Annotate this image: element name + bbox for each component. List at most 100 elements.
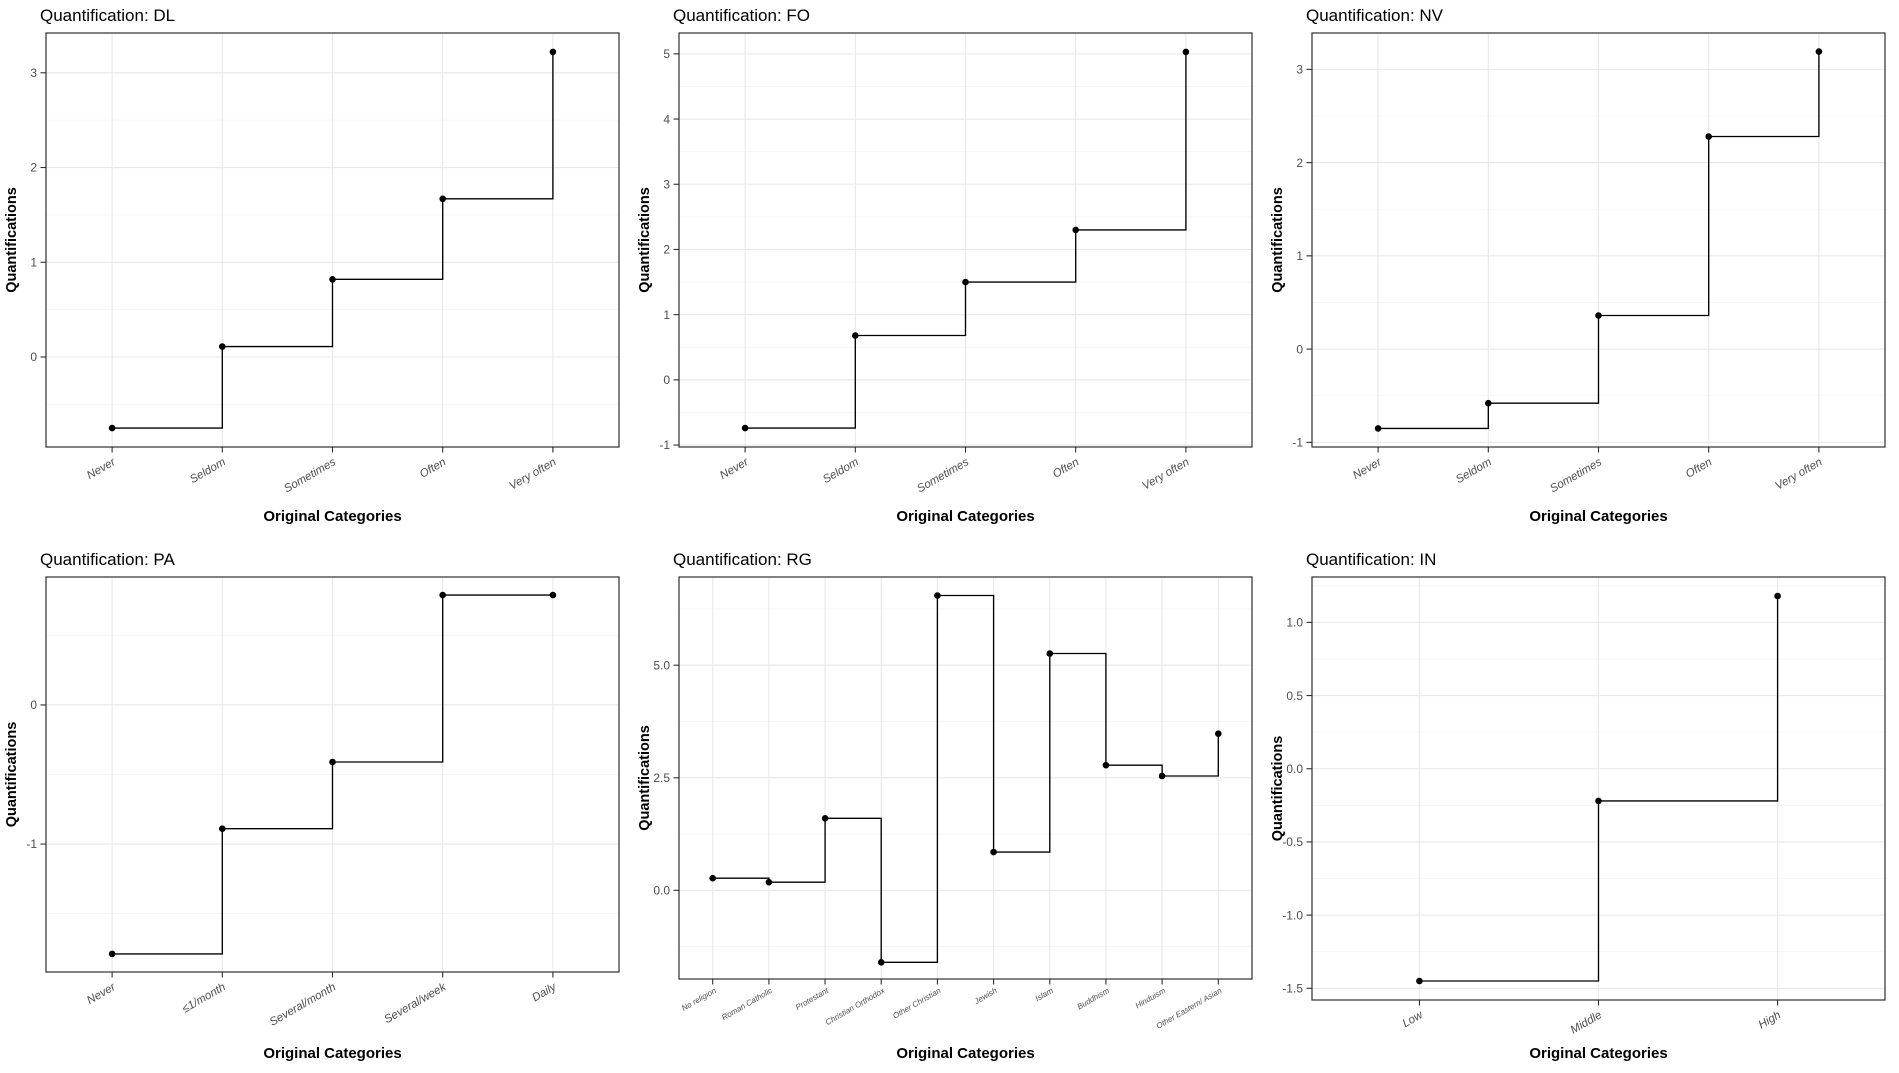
panel-cell-nv: -1 0 1 2 3 Never Seldom Sometimes Often Very ofte… (1266, 0, 1899, 536)
y-tick-label: 0.0 (653, 884, 670, 898)
quantification-chart-in: -1.5 -1.0 -0.5 0.0 0.5 1.0 Low Middle High Quanti… (1270, 550, 1886, 1062)
x-tick-label: Other Christian (891, 986, 943, 1021)
y-tick-label: 3 (1296, 63, 1303, 77)
y-tick-label: -0.5 (1282, 835, 1303, 849)
x-axis-title: Original Categories (263, 1045, 401, 1062)
x-tick-label: Seldom (821, 456, 861, 486)
data-points (1416, 592, 1781, 985)
y-tick-label: 1 (663, 308, 670, 322)
data-point (1774, 592, 1781, 600)
gridlines (1312, 577, 1885, 1000)
data-point (1705, 133, 1712, 140)
x-tick-label: Sometimes (1548, 456, 1604, 495)
y-axis-title: Quantifications (4, 187, 20, 293)
y-axis-title: Quantifications (1270, 187, 1286, 293)
data-point (1416, 977, 1423, 985)
x-tick-label: Several/week (382, 981, 449, 1027)
panel-title: Quantification: NV (1306, 6, 1444, 25)
y-tick-label: 2 (663, 243, 670, 257)
quantification-chart-fo: -1 0 1 2 3 4 5 Never Seldom Sometimes Often Very of… (637, 6, 1253, 525)
x-axis-title: Original Categories (896, 1045, 1034, 1062)
x-tick-label: Never (718, 456, 752, 482)
data-point (549, 48, 557, 56)
y-tick-label: -1.0 (1282, 908, 1303, 922)
y-axis-title: Quantifications (637, 725, 653, 831)
data-point (852, 332, 859, 339)
y-tick-label: 3 (663, 177, 670, 191)
quantification-chart-nv: -1 0 1 2 3 Never Seldom Sometimes Often Very ofte… (1270, 6, 1886, 525)
gridlines (679, 33, 1252, 447)
data-point (1374, 425, 1382, 432)
data-points (741, 48, 1190, 432)
y-tick-label: 3 (30, 66, 37, 80)
data-point (962, 278, 969, 286)
panel-cell-fo: -1 0 1 2 3 4 5 Never Seldom Sometimes Often Very of… (633, 0, 1266, 536)
data-point (108, 424, 116, 432)
quantification-chart-pa: -1 0 Never ≤1/month Several/month Several/wee… (4, 550, 620, 1062)
x-tick-label: Never (85, 456, 119, 482)
x-tick-label: Very often (1773, 456, 1824, 492)
panel-title: Quantification: RG (673, 550, 812, 569)
y-tick-label: 0 (30, 698, 37, 712)
x-tick-label: Several/month (268, 981, 338, 1028)
data-point (1046, 650, 1054, 657)
x-tick-label: High (1757, 1009, 1783, 1031)
data-point (765, 878, 773, 886)
data-point (219, 825, 226, 832)
data-point (709, 874, 716, 882)
x-tick-label: Middle (1569, 1009, 1604, 1036)
data-point (1215, 730, 1222, 737)
x-tick-label: Never (1351, 456, 1385, 482)
y-axis-title: Quantifications (4, 722, 20, 828)
data-point (219, 343, 226, 350)
data-point (1158, 772, 1166, 780)
x-axis-title: Original Categories (263, 508, 401, 525)
data-points (108, 591, 557, 958)
data-point (1595, 797, 1602, 805)
data-point (1485, 399, 1492, 407)
x-axis-title: Original Categories (896, 508, 1034, 525)
panel-cell-dl: 0 1 2 3 Never Seldom Sometimes Often Very often Q… (0, 0, 633, 536)
data-point (439, 591, 447, 599)
y-tick-label: -1 (659, 438, 670, 452)
panel-title: Quantification: IN (1306, 550, 1436, 569)
y-tick-label: 1.0 (1286, 616, 1303, 630)
quantification-chart-rg: 0.0 2.5 5.0 No religion Roman Catholic Protes… (637, 550, 1253, 1062)
x-tick-label: Sometimes (915, 456, 971, 495)
step-line (112, 594, 553, 955)
y-tick-label: 5.0 (653, 658, 670, 672)
panel-title: Quantification: PA (40, 550, 175, 569)
y-tick-label: 0 (1296, 342, 1303, 356)
y-tick-label: 1 (30, 255, 37, 269)
y-tick-label: 0.0 (1286, 762, 1303, 776)
x-tick-label: No religion (680, 986, 718, 1013)
quantification-chart-dl: 0 1 2 3 Never Seldom Sometimes Often Very often Q… (4, 6, 620, 525)
y-tick-label: -1 (1292, 436, 1303, 450)
panel-cell-pa: -1 0 Never ≤1/month Several/month Several/wee… (0, 536, 633, 1073)
x-tick-label: ≤1/month (180, 981, 227, 1015)
x-axis-title: Original Categories (1529, 508, 1667, 525)
y-tick-label: 2.5 (653, 771, 670, 785)
y-tick-label: -1 (26, 837, 37, 851)
y-tick-label: 0.5 (1286, 689, 1303, 703)
y-axis-title: Quantifications (637, 187, 653, 293)
data-point (1595, 312, 1602, 319)
x-tick-label: Very often (507, 456, 558, 492)
x-tick-label: Very often (1140, 456, 1191, 492)
step-line (712, 594, 1219, 963)
x-tick-label: Roman Catholic (720, 986, 774, 1022)
y-tick-label: 4 (663, 112, 670, 126)
y-tick-label: -1.5 (1282, 981, 1303, 995)
y-tick-label: 0 (30, 350, 37, 364)
panel-title: Quantification: DL (40, 6, 175, 25)
data-point (1102, 761, 1110, 769)
data-point (877, 959, 885, 966)
y-tick-label: 2 (30, 161, 37, 175)
x-tick-label: Hinduism (1134, 986, 1168, 1011)
data-point (821, 815, 829, 822)
x-tick-label: Buddhism (1076, 986, 1112, 1012)
data-point (741, 424, 749, 432)
x-tick-label: Islam (1034, 986, 1055, 1004)
data-points (1374, 48, 1823, 432)
